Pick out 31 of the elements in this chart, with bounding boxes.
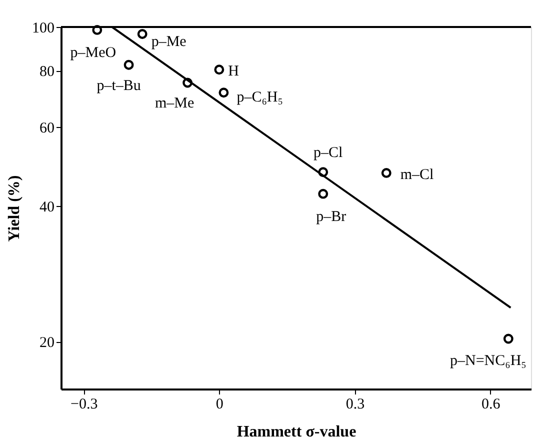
annotation: p–Br bbox=[316, 208, 346, 225]
point bbox=[92, 24, 102, 35]
y-tick-label: 40 bbox=[40, 200, 54, 216]
point bbox=[218, 88, 229, 98]
annotation: m–Cl bbox=[400, 166, 434, 183]
point bbox=[318, 167, 328, 178]
point bbox=[214, 64, 224, 75]
x-tick-label: 0.6 bbox=[481, 396, 501, 412]
annotation: p–t–Bu bbox=[96, 78, 142, 94]
annotation: p–Me bbox=[151, 34, 187, 50]
annotation: p–N=NC₆H₅ bbox=[450, 352, 526, 369]
x-tick-label: −0.3 bbox=[70, 396, 98, 412]
annotation: H bbox=[228, 64, 240, 80]
point bbox=[137, 29, 148, 39]
y-tick-label: 60 bbox=[40, 120, 54, 136]
x-axis-title: Hammett σ-value bbox=[236, 424, 356, 440]
y-tick-label: 80 bbox=[40, 64, 54, 80]
y-tick-label: 20 bbox=[40, 335, 54, 352]
x-tick-label: 0.3 bbox=[346, 396, 365, 412]
point bbox=[124, 60, 134, 70]
y-tick-label: 100 bbox=[32, 20, 54, 36]
point bbox=[318, 188, 328, 199]
y-axis-title: Yield (%) bbox=[6, 175, 23, 242]
point bbox=[182, 78, 193, 88]
annotation: m–Me bbox=[154, 96, 194, 112]
point bbox=[381, 168, 392, 178]
annotation: p–Cl bbox=[314, 145, 343, 162]
annotation: p–MeO bbox=[70, 44, 116, 61]
x-tick-label: 0 bbox=[216, 396, 224, 412]
point bbox=[503, 334, 514, 344]
annotation: p–C₆H₅ bbox=[236, 90, 283, 106]
